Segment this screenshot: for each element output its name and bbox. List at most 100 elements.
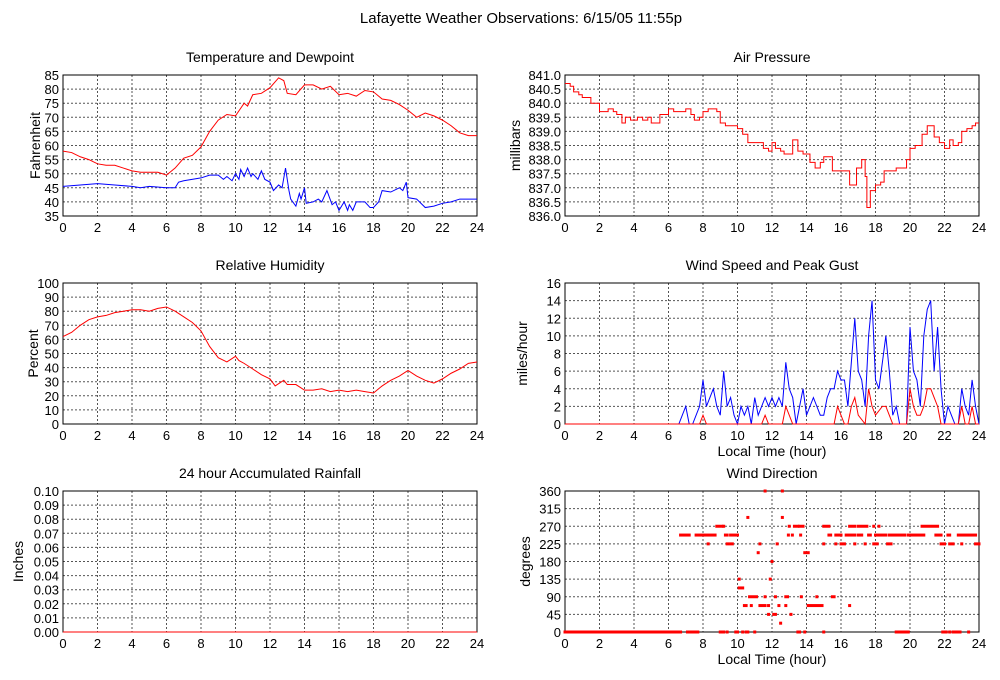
- x-tick-label: 10: [228, 220, 242, 235]
- direction-run-mark: [718, 630, 726, 634]
- x-tick-label: 10: [730, 220, 744, 235]
- y-tick-label: 838.5: [528, 139, 561, 154]
- y-tick-label: 75: [45, 96, 59, 111]
- x-tick-label: 6: [665, 428, 672, 443]
- pressure-series-pressure: [565, 82, 979, 209]
- x-tick-label: 22: [937, 428, 951, 443]
- direction-point: [799, 595, 803, 599]
- x-tick-label: 18: [366, 636, 380, 651]
- direction-run-mark: [856, 533, 864, 537]
- y-tick-label: 90: [45, 290, 59, 305]
- direction-run-mark: [792, 524, 800, 528]
- direction-point: [822, 630, 826, 634]
- x-tick-label: 22: [435, 428, 449, 443]
- y-tick-label: 45: [45, 181, 59, 196]
- direction-run-mark: [737, 586, 745, 590]
- x-tick-label: 14: [799, 428, 813, 443]
- y-tick-label: 40: [45, 195, 59, 210]
- x-tick-label: 14: [799, 636, 813, 651]
- y-tick-label: 0.00: [34, 625, 59, 640]
- direction-run-mark: [887, 533, 907, 537]
- y-tick-label: 180: [539, 555, 561, 570]
- x-tick-label: 10: [228, 636, 242, 651]
- direction-run-mark: [685, 630, 700, 634]
- direction-point: [784, 604, 788, 608]
- y-tick-label: 837.5: [528, 167, 561, 182]
- pressure-title: Air Pressure: [733, 49, 810, 65]
- y-tick-label: 80: [45, 304, 59, 319]
- y-tick-label: 6: [554, 364, 561, 379]
- x-tick-label: 24: [972, 428, 986, 443]
- x-tick-label: 2: [596, 428, 603, 443]
- x-tick-label: 2: [94, 220, 101, 235]
- y-axis-label: miles/hour: [514, 321, 530, 386]
- x-tick-label: 6: [163, 220, 170, 235]
- y-tick-label: 0.03: [34, 583, 59, 598]
- x-tick-label: 0: [561, 428, 568, 443]
- x-tick-label: 6: [665, 220, 672, 235]
- direction-point: [815, 595, 819, 599]
- direction-point: [967, 630, 971, 634]
- x-tick-label: 2: [596, 636, 603, 651]
- x-tick-label: 4: [630, 220, 637, 235]
- y-tick-label: 836.0: [528, 209, 561, 224]
- direction-run-mark: [784, 595, 790, 599]
- y-tick-label: 10: [45, 403, 59, 418]
- y-tick-label: 85: [45, 68, 59, 83]
- x-tick-label: 10: [730, 636, 744, 651]
- direction-point: [763, 489, 767, 493]
- x-tick-label: 24: [470, 220, 484, 235]
- y-tick-label: 0.05: [34, 555, 59, 570]
- x-tick-label: 22: [937, 636, 951, 651]
- direction-run-mark: [806, 604, 824, 608]
- y-tick-label: 135: [539, 572, 561, 587]
- direction-point: [725, 630, 729, 634]
- y-tick-label: 50: [45, 167, 59, 182]
- direction-run-mark: [939, 542, 946, 546]
- x-tick-label: 24: [972, 636, 986, 651]
- x-tick-label: 8: [699, 428, 706, 443]
- direction-point: [803, 630, 807, 634]
- direction-point: [960, 542, 964, 546]
- y-tick-label: 838.0: [528, 153, 561, 168]
- x-axis-label: Local Time (hour): [718, 651, 827, 667]
- x-axis-label: Local Time (hour): [718, 443, 827, 459]
- y-tick-label: 0.02: [34, 597, 59, 612]
- y-tick-label: 55: [45, 153, 59, 168]
- direction-run-mark: [956, 533, 978, 537]
- direction-point: [799, 533, 803, 537]
- y-tick-label: 315: [539, 502, 561, 517]
- y-tick-label: 60: [45, 139, 59, 154]
- direction-run-mark: [856, 524, 869, 528]
- wind-title: Wind Speed and Peak Gust: [686, 257, 859, 273]
- y-tick-label: 60: [45, 332, 59, 347]
- direction-run-mark: [948, 542, 955, 546]
- direction-point: [786, 533, 790, 537]
- direction-run-mark: [563, 630, 683, 634]
- x-tick-label: 2: [94, 636, 101, 651]
- direction-point: [756, 551, 760, 555]
- x-tick-label: 12: [765, 428, 779, 443]
- direction-point: [779, 621, 783, 625]
- direction-run-mark: [803, 551, 810, 555]
- direction-point: [780, 515, 784, 519]
- direction-point: [722, 524, 726, 528]
- direction-point: [773, 595, 777, 599]
- y-tick-label: 0.01: [34, 611, 59, 626]
- x-tick-label: 12: [765, 636, 779, 651]
- y-tick-label: 8: [554, 347, 561, 362]
- humidity-title: Relative Humidity: [216, 257, 325, 273]
- y-tick-label: 0: [554, 625, 561, 640]
- y-tick-label: 360: [539, 484, 561, 499]
- y-tick-label: 2: [554, 399, 561, 414]
- direction-run-mark: [725, 542, 734, 546]
- direction-point: [877, 524, 881, 528]
- direction-run-mark: [772, 612, 777, 616]
- y-axis-label: Percent: [25, 329, 41, 377]
- x-tick-label: 0: [59, 220, 66, 235]
- direction-run-mark: [906, 533, 926, 537]
